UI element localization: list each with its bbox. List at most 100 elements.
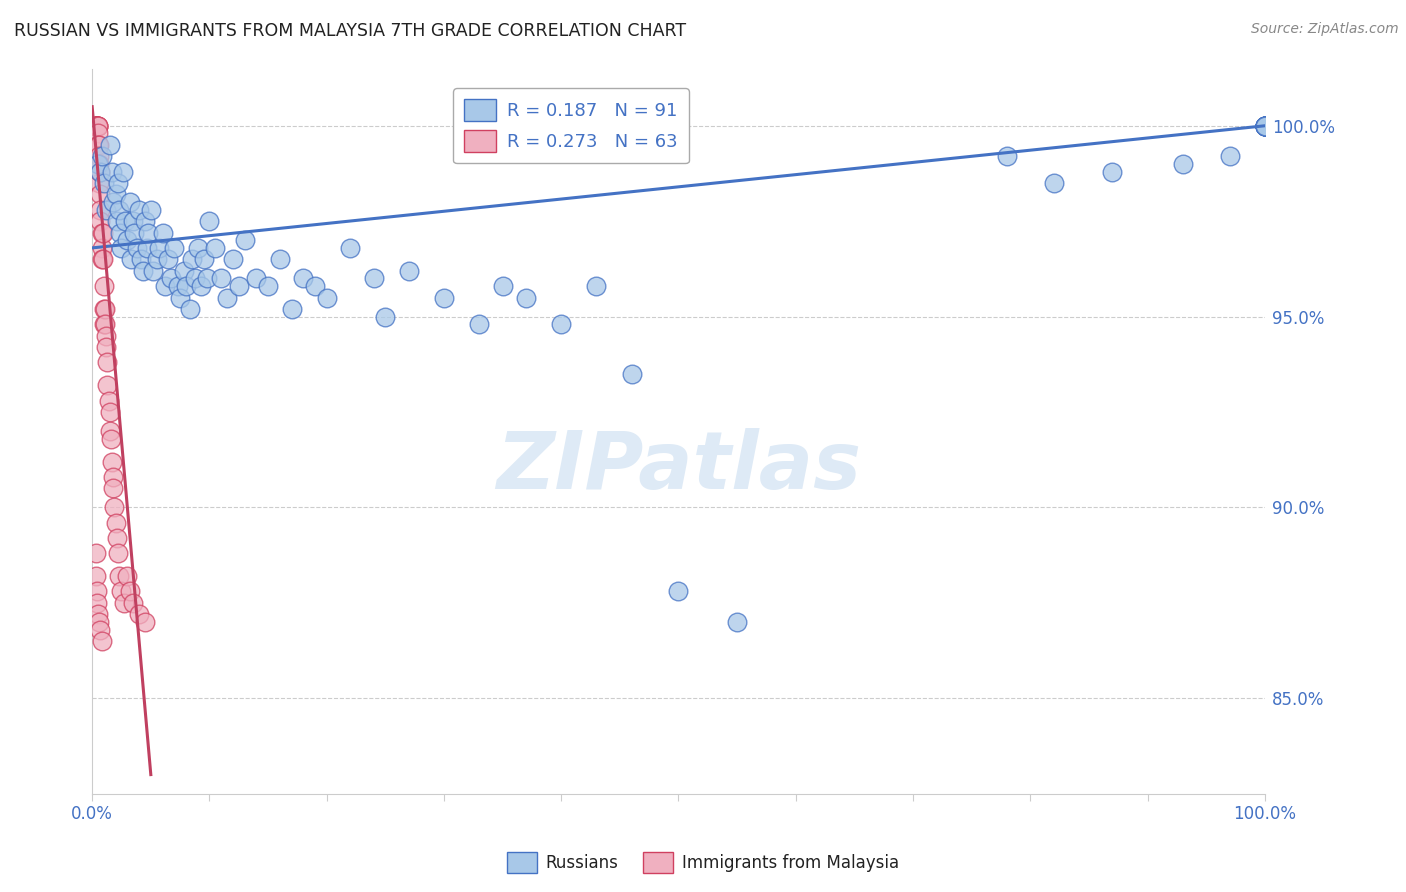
Point [87,137,110,152]
Point [86,119,108,133]
Point [169,291,191,305]
Point [157,252,180,267]
Point [363,271,385,285]
Point [145,252,167,267]
Point [195,271,218,285]
Point [84,119,107,133]
Point [122,214,145,228]
Text: RUSSIAN VS IMMIGRANTS FROM MALAYSIA 7TH GRADE CORRELATION CHART: RUSSIAN VS IMMIGRANTS FROM MALAYSIA 7TH … [14,22,686,40]
Point [90,226,112,240]
Point [90,252,112,267]
Point [110,226,132,240]
Point [222,252,245,267]
Point [89,137,111,152]
Point [134,615,156,629]
Text: Source: ZipAtlas.com: Source: ZipAtlas.com [1251,22,1399,37]
Point [84,119,107,133]
Point [117,569,139,583]
Point [94,301,117,316]
Point [174,279,197,293]
Point [118,195,141,210]
Point [110,241,132,255]
Legend: Russians, Immigrants from Malaysia: Russians, Immigrants from Malaysia [501,846,905,880]
Point [91,226,114,240]
Point [89,176,111,190]
Point [138,226,160,240]
Point [90,149,112,163]
Point [153,279,176,293]
Point [96,378,118,392]
Point [84,119,107,133]
Point [84,119,107,133]
Point [131,252,153,267]
Point [105,531,128,545]
Point [87,127,110,141]
Point [89,202,111,217]
Point [468,317,491,331]
Point [89,149,111,163]
Point [173,264,195,278]
Point [108,569,131,583]
Point [86,596,108,610]
Point [86,119,108,133]
Point [122,596,145,610]
Point [280,301,302,316]
Point [374,310,396,324]
Point [257,279,280,293]
Point [86,119,108,133]
Point [97,393,120,408]
Point [1171,157,1194,171]
Point [112,596,135,610]
Point [152,226,174,240]
Legend: R = 0.187   N = 91, R = 0.273   N = 63: R = 0.187 N = 91, R = 0.273 N = 63 [453,88,689,163]
Point [90,634,112,648]
Point [180,252,202,267]
Point [93,317,115,331]
Point [84,546,107,560]
Point [491,279,513,293]
Point [84,569,107,583]
Point [398,264,420,278]
Point [1254,119,1277,133]
Point [94,317,117,331]
Point [89,187,111,202]
Point [117,233,139,247]
Point [107,546,129,560]
Point [87,119,110,133]
Point [103,470,125,484]
Point [93,279,115,293]
Point [515,291,537,305]
Point [101,455,124,469]
Point [339,241,361,255]
Point [111,164,134,178]
Point [166,279,188,293]
Point [1254,119,1277,133]
Point [91,252,114,267]
Point [96,328,118,343]
Point [1254,119,1277,133]
Point [104,187,127,202]
Point [1254,119,1277,133]
Point [89,164,111,178]
Point [128,202,150,217]
Point [245,271,267,285]
Point [198,214,221,228]
Point [108,202,131,217]
Point [125,241,148,255]
Point [193,252,215,267]
Point [89,157,111,171]
Point [1254,119,1277,133]
Point [103,195,125,210]
Point [89,164,111,178]
Point [1254,119,1277,133]
Point [233,233,256,247]
Point [190,279,212,293]
Point [304,279,326,293]
Point [89,623,111,637]
Point [163,241,186,255]
Point [90,241,112,255]
Point [995,149,1018,163]
Point [269,252,291,267]
Point [315,291,337,305]
Point [98,424,121,438]
